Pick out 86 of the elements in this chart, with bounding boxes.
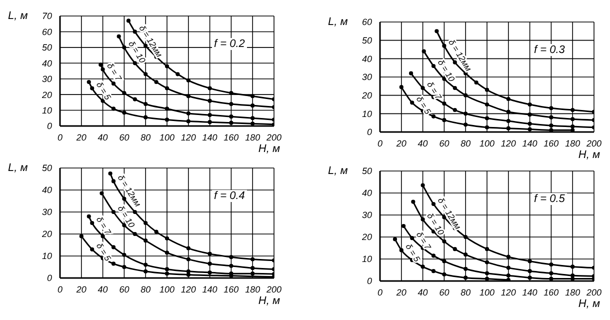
- y-tick-label: 60: [362, 17, 372, 28]
- y-tick-label: 30: [42, 207, 52, 218]
- x-tick-label: 120: [500, 287, 516, 298]
- y-tick-label: 70: [42, 11, 52, 22]
- y-axis-title: L, м: [8, 10, 28, 22]
- y-tick-label: 20: [360, 232, 372, 242]
- y-tick-label: 40: [42, 58, 52, 68]
- x-tick-label: 60: [439, 287, 450, 298]
- annotation: f = 0.5: [532, 193, 567, 205]
- y-tick-label: 20: [40, 229, 52, 240]
- x-tick-label: 180: [245, 284, 260, 294]
- x-tick-label: 100: [479, 287, 495, 298]
- x-tick-label: 200: [585, 287, 602, 298]
- x-tick-label: 40: [418, 138, 428, 148]
- y-tick-label: 10: [42, 105, 52, 116]
- x-tick-label: 160: [224, 132, 239, 142]
- x-tick-label: 120: [180, 284, 196, 294]
- y-axis-title: L, м: [328, 165, 348, 177]
- annotation: f = 0.4: [212, 190, 247, 202]
- x-tick-label: 100: [479, 138, 495, 148]
- y-tick-label: 30: [42, 74, 52, 84]
- x-tick-label: 60: [119, 284, 130, 294]
- x-tick-label: 20: [75, 284, 86, 294]
- x-tick-label: 160: [544, 287, 559, 298]
- x-tick-label: 180: [565, 287, 580, 298]
- y-tick-label: 30: [362, 210, 372, 220]
- y-tick-label: 20: [360, 90, 372, 101]
- y-tick-label: 40: [362, 54, 372, 64]
- x-axis-title: H, м: [258, 143, 280, 155]
- y-tick-label: 60: [42, 26, 52, 37]
- y-tick-label: 50: [42, 163, 52, 174]
- x-tick-label: 180: [245, 132, 260, 142]
- x-tick-label: 60: [119, 132, 130, 142]
- text: δ = 7: [105, 61, 124, 83]
- x-tick-label: 100: [159, 284, 175, 294]
- x-tick-label: 140: [202, 284, 218, 294]
- y-tick-label: 30: [362, 72, 372, 82]
- y-tick-label: 40: [42, 185, 52, 196]
- y-tick-label: 10: [362, 254, 372, 264]
- x-tick-label: 0: [57, 132, 63, 142]
- text: δ = 10: [126, 39, 148, 65]
- x-tick-label: 120: [180, 132, 196, 142]
- y-tick-label: 40: [362, 188, 372, 198]
- x-tick-label: 120: [500, 138, 516, 148]
- x-tick-label: 40: [418, 287, 428, 298]
- y-tick-label: 50: [42, 42, 52, 53]
- y-tick-label: 10: [42, 251, 52, 262]
- x-tick-label: 100: [159, 132, 175, 142]
- y-axis-title: L, м: [8, 162, 28, 174]
- x-tick-label: 20: [395, 138, 406, 148]
- x-tick-label: 80: [460, 138, 471, 148]
- text: δ = 5: [94, 80, 114, 102]
- y-axis-title: L, м: [328, 16, 348, 28]
- x-tick-label: 200: [265, 132, 282, 142]
- x-tick-label: 80: [140, 132, 151, 142]
- x-tick-label: 80: [140, 284, 151, 294]
- y-tick-label: 50: [362, 36, 372, 46]
- x-tick-label: 0: [377, 138, 383, 148]
- x-tick-label: 140: [522, 138, 538, 148]
- annotation: f = 0.3: [532, 44, 567, 56]
- x-tick-label: 80: [460, 287, 471, 298]
- x-tick-label: 160: [544, 138, 559, 148]
- x-tick-label: 20: [395, 287, 406, 298]
- y-tick-label: 50: [362, 166, 372, 176]
- x-tick-label: 20: [75, 132, 86, 142]
- y-tick-label: 0: [366, 276, 372, 286]
- x-tick-label: 140: [522, 287, 538, 298]
- x-tick-label: 0: [377, 287, 383, 298]
- y-tick-label: 0: [46, 273, 52, 284]
- x-tick-label: 200: [265, 284, 282, 294]
- x-axis-title: H, м: [578, 298, 600, 310]
- x-tick-label: 0: [57, 284, 63, 294]
- x-tick-label: 180: [565, 138, 580, 148]
- y-tick-label: 10: [362, 108, 372, 119]
- x-tick-label: 200: [585, 138, 602, 148]
- x-axis-title: H, м: [258, 295, 280, 307]
- x-tick-label: 60: [439, 138, 450, 148]
- x-tick-label: 140: [202, 132, 218, 142]
- annotation: f = 0.2: [212, 38, 247, 50]
- x-tick-label: 40: [98, 284, 108, 294]
- text: δ = 7: [94, 214, 114, 237]
- x-tick-label: 160: [224, 284, 239, 294]
- y-tick-label: 0: [46, 121, 52, 132]
- y-tick-label: 20: [40, 90, 52, 100]
- x-tick-label: 40: [98, 132, 108, 142]
- x-axis-title: H, м: [578, 149, 600, 161]
